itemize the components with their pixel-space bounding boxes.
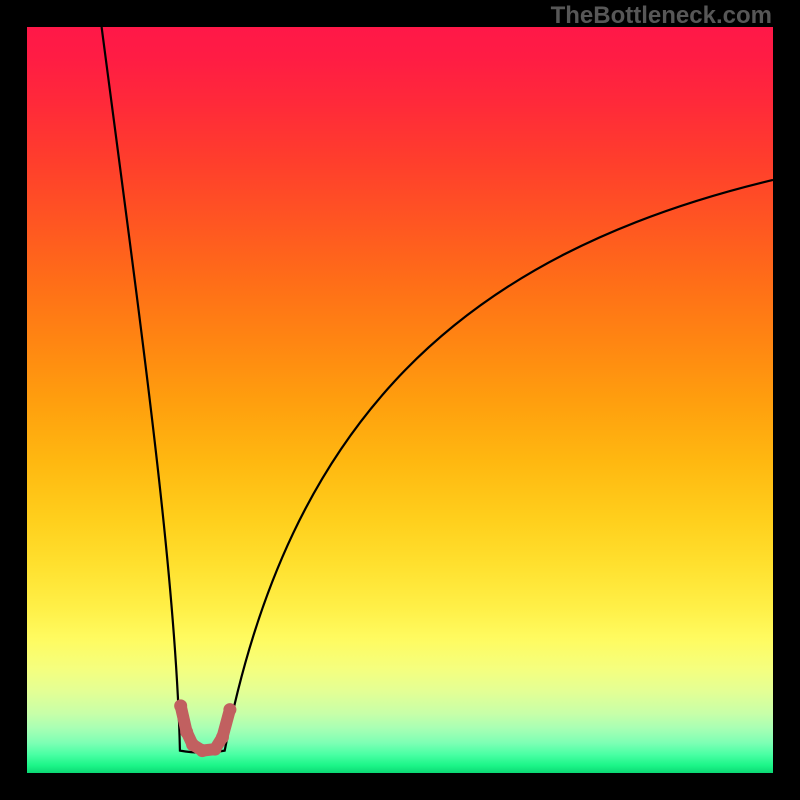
watermark-text: TheBottleneck.com (551, 2, 772, 30)
bottleneck-curve (27, 27, 773, 773)
plot-area (27, 27, 773, 773)
chart-container: TheBottleneck.com (0, 0, 800, 800)
curve-bottom-highlight (174, 699, 236, 757)
